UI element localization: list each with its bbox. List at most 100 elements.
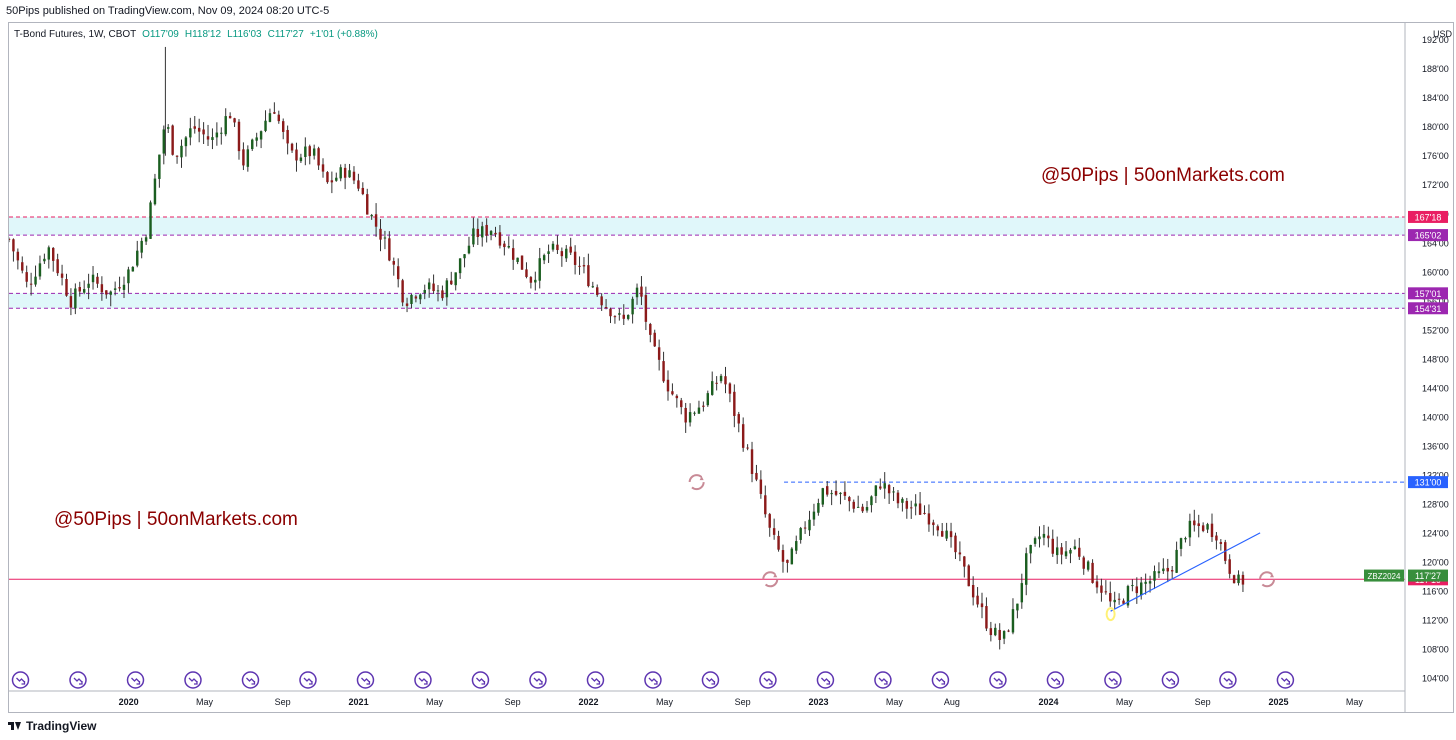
event-marker-icon[interactable] [241,671,260,689]
price-tick-label: 192'00 [1422,35,1449,45]
event-marker-icon[interactable] [529,671,547,689]
candle-body [388,238,391,261]
event-marker-icon[interactable] [471,671,490,689]
candle-body [1002,631,1006,639]
candle-body [1193,520,1196,526]
candle-body [74,288,77,309]
candle-body [657,347,661,360]
candle-body [335,177,338,181]
candle-body [113,288,117,290]
candle-body [357,180,360,189]
event-marker-arrow [361,677,371,685]
candle-body [613,316,617,318]
last-price-tag: 117'27 [1415,571,1441,581]
candle-body [649,324,652,335]
candle-body [467,245,471,254]
candle-body [47,247,51,260]
event-marker-icon[interactable] [1219,671,1237,689]
level-tag: 131'00 [1415,478,1442,488]
candle-body [746,447,749,449]
event-marker-icon[interactable] [184,671,202,689]
event-marker-icon[interactable] [1046,671,1065,689]
candle-body [264,120,267,131]
candle-body [896,492,900,504]
footer: TradingView [8,719,96,733]
candle-body [914,503,917,507]
candle-body [733,391,736,416]
candle-body [631,298,634,315]
candle-body [945,530,948,539]
event-marker-icon[interactable] [644,671,662,689]
candle-body [34,276,37,285]
candle-body [419,294,422,300]
event-marker-icon[interactable] [586,671,605,689]
candle-body [38,263,42,277]
event-marker-icon[interactable] [11,671,30,689]
candle-body [56,259,59,274]
cycle-icon[interactable] [688,474,705,491]
time-tick-label: May [1346,697,1364,707]
candle-body [463,254,466,259]
time-tick-label: May [656,697,674,707]
candle-body [215,132,219,138]
event-marker-arrow [763,677,773,685]
candle-body [122,284,126,290]
event-marker-icon[interactable] [874,671,892,689]
event-marker-icon[interactable] [1276,671,1295,689]
symbol-info-part: H118'12 [185,29,222,40]
event-marker-icon[interactable] [126,671,145,689]
cycle-icon-arrow [1270,573,1275,578]
event-marker-icon[interactable] [759,671,777,689]
candle-body [529,277,533,283]
candle-body [848,497,851,502]
candle-body [273,112,276,114]
candle-body [450,280,453,285]
candle-body [936,526,939,531]
time-tick-label: Sep [505,697,521,707]
candle-body [131,267,135,272]
candle-body [158,154,161,179]
candle-body [542,255,546,261]
time-tick-label: May [886,697,904,707]
candle-body [383,237,387,239]
candle-body [343,167,347,178]
event-marker-icon[interactable] [701,671,720,689]
time-tick-label: 2020 [119,697,139,707]
candle-body [379,228,382,240]
event-marker-icon[interactable] [356,671,375,689]
event-marker-icon[interactable] [69,671,87,689]
candle-body [1166,567,1169,572]
candle-body [1011,609,1015,633]
candle-body [224,116,227,135]
candle-body [105,290,108,295]
event-marker-icon[interactable] [989,671,1007,689]
candle-body [481,226,484,238]
cycle-icon[interactable] [1259,571,1276,588]
event-marker-icon[interactable] [1104,671,1122,689]
event-marker-icon[interactable] [931,671,950,689]
candlestick-chart[interactable]: 104'00 108'00 112'00 116'00 120'00 124'00 128'… [9,23,1453,712]
candle-body [569,246,572,253]
candle-body [1215,535,1218,541]
candle-body [573,251,577,265]
candle-body [503,243,506,248]
event-marker-icon[interactable] [816,671,835,689]
candle-body [560,251,564,257]
candle-body [29,283,33,285]
candle-body [60,273,64,278]
event-marker-icon[interactable] [1161,671,1180,689]
price-tick-label: 108'00 [1422,644,1449,654]
cycle-icon[interactable] [762,571,779,588]
candle-body [1082,557,1085,569]
candle-body [171,125,174,155]
candle-body [887,485,891,494]
candle-body [759,479,763,494]
event-marker-icon[interactable] [414,671,432,689]
candle-body [304,146,307,157]
candle-body [392,261,395,265]
trendline[interactable] [1110,532,1261,612]
event-marker-icon[interactable] [299,671,317,689]
candle-body [494,232,497,235]
symbol-info-part: T-Bond Futures, 1W, CBOT [14,29,136,40]
chart-frame[interactable]: 104'00 108'00 112'00 116'00 120'00 124'00 128'… [8,22,1454,713]
